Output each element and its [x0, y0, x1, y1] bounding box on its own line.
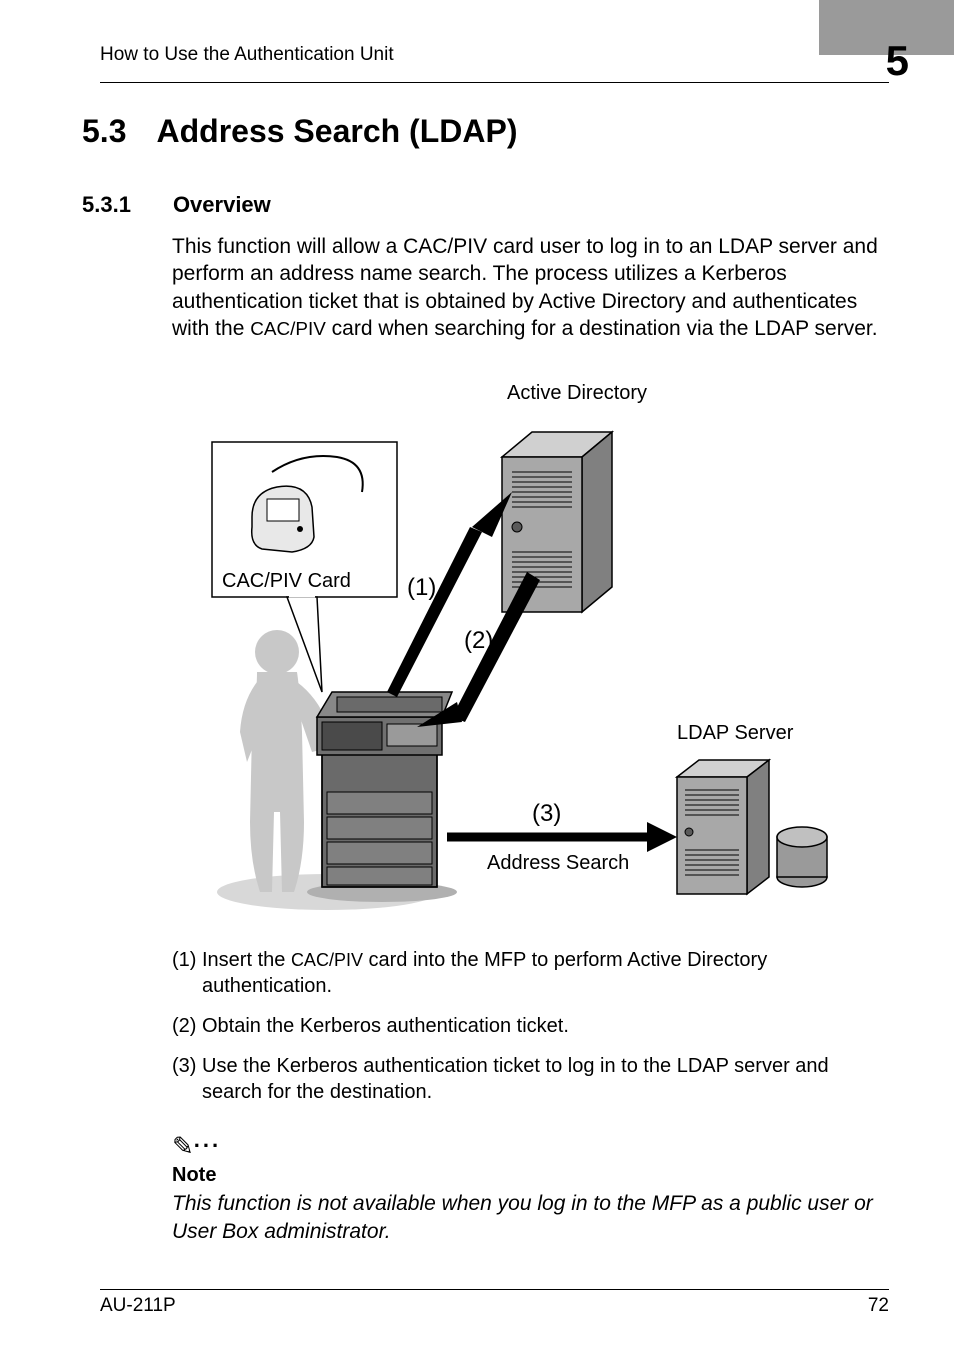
label-step1: (1) [407, 574, 436, 602]
subsection-title: Overview [173, 192, 271, 218]
label-address-search: Address Search [487, 852, 629, 875]
label-ldap-server: LDAP Server [677, 722, 793, 745]
footer-page: 72 [868, 1295, 889, 1317]
chapter-number: 5 [886, 37, 909, 85]
step-item: (2) Obtain the Kerberos authentication t… [172, 1013, 889, 1039]
subsection-heading: 5.3.1 Overview [100, 192, 889, 218]
section-number: 5.3 [82, 113, 126, 150]
label-step3: (3) [532, 800, 561, 828]
overview-paragraph: This function will allow a CAC/PIV card … [172, 233, 889, 342]
footer-model: AU-211P [100, 1295, 176, 1317]
label-active-directory: Active Directory [507, 382, 647, 405]
note-label: Note [172, 1164, 889, 1187]
section-title: Address Search (LDAP) [156, 113, 517, 150]
page-footer: AU-211P 72 [100, 1289, 889, 1317]
subsection-number: 5.3.1 [82, 192, 131, 218]
pencil-icon: ✎ [172, 1131, 194, 1162]
note-dots: ... [194, 1127, 221, 1152]
label-cac-piv-card: CAC/PIV Card [222, 570, 351, 593]
step-item: (1) Insert the CAC/PIV card into the MFP… [172, 947, 889, 999]
note-block: ✎... Note This function is not available… [172, 1127, 889, 1245]
note-text: This function is not available when you … [172, 1190, 889, 1245]
chapter-indicator: 5 [819, 30, 889, 80]
diagram-svg [172, 382, 842, 922]
page-header: How to Use the Authentication Unit 5 [100, 30, 889, 83]
section-heading: 5.3 Address Search (LDAP) [100, 113, 889, 150]
step-item: (3) Use the Kerberos authentication tick… [172, 1053, 889, 1105]
step-list: (1) Insert the CAC/PIV card into the MFP… [172, 947, 889, 1105]
label-step2: (2) [464, 627, 493, 655]
note-icon-row: ✎... [172, 1127, 889, 1164]
header-breadcrumb: How to Use the Authentication Unit [100, 44, 394, 66]
ldap-diagram: Active Directory CAC/PIV Card LDAP Serve… [172, 382, 842, 922]
